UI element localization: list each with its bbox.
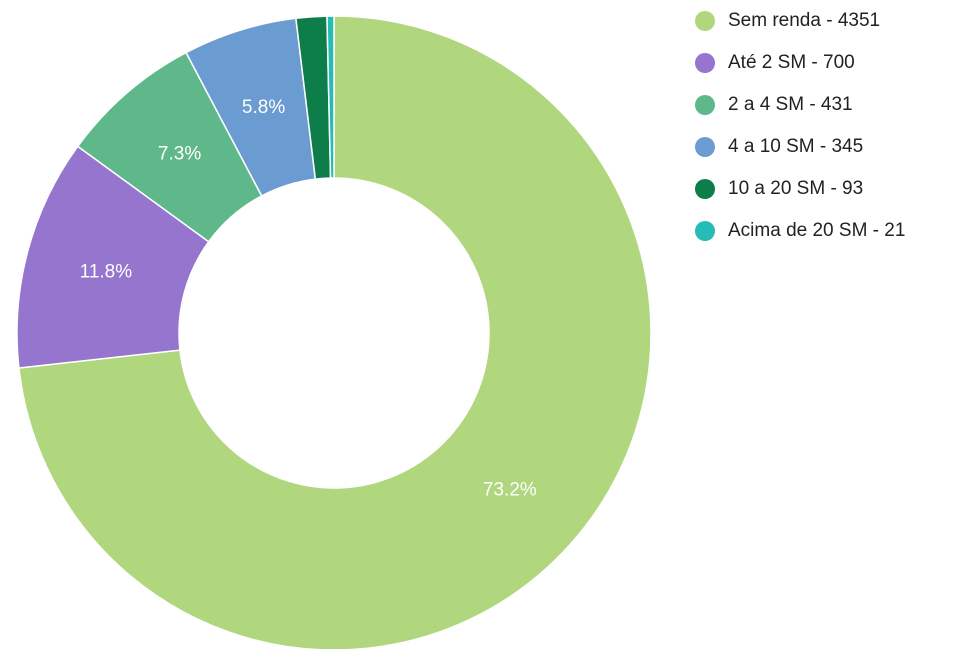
legend-label: Até 2 SM - 700 [728,52,855,73]
legend-label: 4 a 10 SM - 345 [728,136,863,157]
slice-label: 11.8% [80,261,133,282]
legend-label: Sem renda - 4351 [728,10,880,31]
legend-label: Acima de 20 SM - 21 [728,220,905,241]
slice [18,15,652,649]
legend-swatch [695,221,715,241]
legend-swatch [695,53,715,73]
slice-label: 5.8% [242,97,285,118]
legend-label: 10 a 20 SM - 93 [728,178,863,199]
legend-swatch [695,11,715,31]
legend-swatch [695,179,715,199]
slice-label: 73.2% [483,479,537,500]
slice-label: 7.3% [158,144,201,165]
legend-swatch [695,137,715,157]
legend-label: 2 a 4 SM - 431 [728,94,853,115]
slice [326,15,335,179]
legend-swatch [695,95,715,115]
